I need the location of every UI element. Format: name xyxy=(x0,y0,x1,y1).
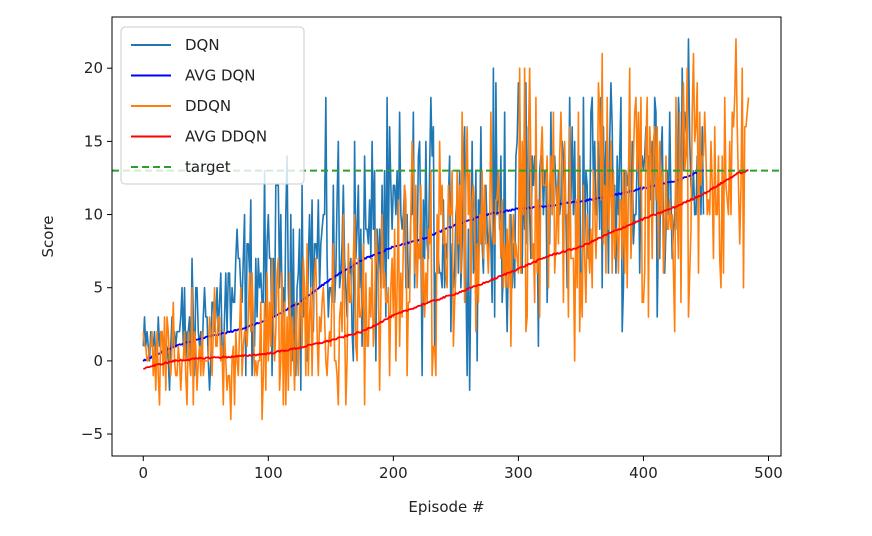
series-line-avg-ddqn xyxy=(143,169,749,370)
series-line-dqn xyxy=(142,38,705,391)
x-tick-label: 200 xyxy=(379,464,408,482)
x-tick-label: 100 xyxy=(254,464,283,482)
legend-box xyxy=(120,26,305,185)
series-line-ddqn xyxy=(142,38,750,421)
legend: DQN AVG DQN DDQN AVG DDQN target xyxy=(120,26,305,185)
legend-label-target: target xyxy=(185,158,231,176)
y-tick-label: 10 xyxy=(84,206,103,224)
y-tick-label: 20 xyxy=(84,59,103,77)
legend-label-ddqn: DDQN xyxy=(185,97,231,115)
y-tick-label: −5 xyxy=(81,425,103,443)
axis-ticks: 0 100 200 300 400 500 −5 0 5 10 15 20 xyxy=(81,59,783,482)
legend-label-avg-ddqn: AVG DDQN xyxy=(185,128,267,146)
y-axis-label: Score xyxy=(39,215,57,257)
plot-frame xyxy=(111,16,782,457)
series-layer xyxy=(142,38,750,421)
x-tick-label: 0 xyxy=(138,464,148,482)
y-tick-label: 15 xyxy=(84,132,103,150)
y-tick-label: 0 xyxy=(93,352,103,370)
x-axis-label: Episode # xyxy=(408,498,484,516)
y-tick-label: 5 xyxy=(93,279,103,297)
legend-label-dqn: DQN xyxy=(185,36,220,54)
x-tick-label: 300 xyxy=(504,464,533,482)
x-tick-label: 400 xyxy=(629,464,658,482)
legend-label-avg-dqn: AVG DQN xyxy=(185,67,256,85)
x-tick-label: 500 xyxy=(754,464,783,482)
